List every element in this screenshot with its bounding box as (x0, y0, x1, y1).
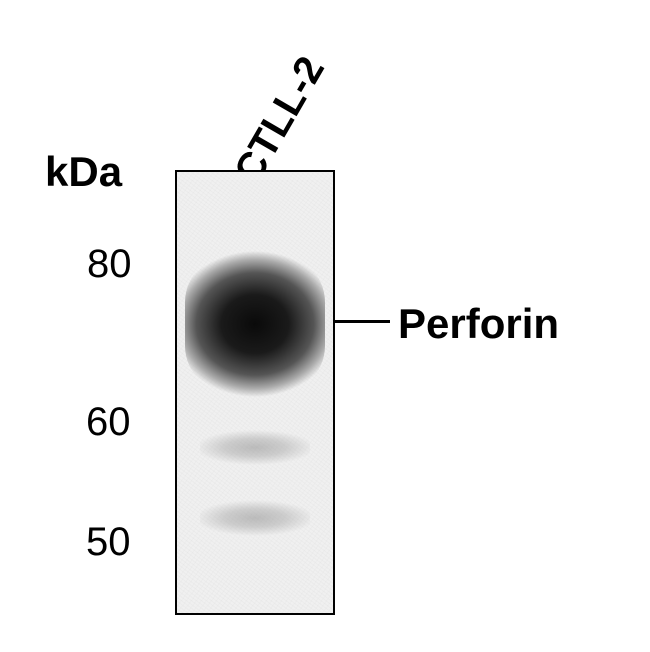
band-faint-upper (200, 428, 309, 468)
protein-indicator-line (335, 320, 390, 323)
protein-name-label: Perforin (398, 300, 559, 348)
blot-lane (175, 170, 335, 615)
band-faint-lower (200, 498, 309, 538)
marker-80: 80 (87, 242, 132, 287)
western-blot-figure: kDa CTLL-2 80 60 50 Perforin (0, 0, 650, 652)
band-perforin-main (185, 251, 325, 397)
axis-unit-label: kDa (45, 148, 122, 196)
marker-60: 60 (86, 400, 131, 445)
marker-50: 50 (86, 520, 131, 565)
